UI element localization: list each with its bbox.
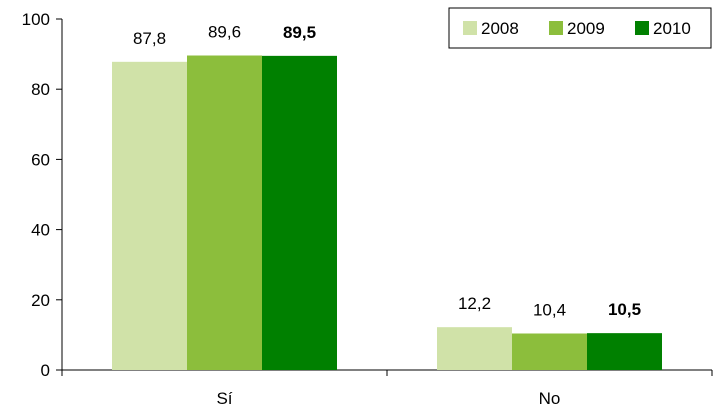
legend-swatch xyxy=(549,21,563,35)
x-category-label: Sí xyxy=(216,389,232,408)
x-category-label: No xyxy=(539,389,561,408)
bar-2008-no xyxy=(437,327,512,370)
data-label: 89,6 xyxy=(208,23,241,42)
data-labels: 87,8 89,6 89,5 12,2 10,4 10,5 xyxy=(133,23,641,320)
bar-2009-si xyxy=(187,55,262,371)
y-tick-label: 100 xyxy=(22,10,50,29)
y-tick-label: 40 xyxy=(31,221,50,240)
y-tick-label: 0 xyxy=(41,361,50,380)
bar-2008-si xyxy=(112,61,187,371)
bar-2010-si xyxy=(262,55,337,370)
bar-2010-no xyxy=(587,333,662,370)
legend-label: 2010 xyxy=(653,19,691,38)
legend: 2008 2009 2010 xyxy=(448,7,712,49)
legend-label: 2009 xyxy=(567,19,605,38)
y-tick-label: 20 xyxy=(31,291,50,310)
legend-swatch xyxy=(635,21,649,35)
data-label: 89,5 xyxy=(283,23,316,42)
legend-swatch xyxy=(463,21,477,35)
data-label: 10,4 xyxy=(533,300,566,319)
bars xyxy=(112,55,662,371)
y-axis: 0 20 40 60 80 100 xyxy=(22,10,63,380)
y-tick-label: 80 xyxy=(31,80,50,99)
data-label: 10,5 xyxy=(608,300,641,319)
legend-box xyxy=(448,7,712,49)
y-tick-label: 60 xyxy=(31,150,50,169)
bar-2009-no xyxy=(512,333,587,370)
data-label: 12,2 xyxy=(458,294,491,313)
data-label: 87,8 xyxy=(133,29,166,48)
legend-label: 2008 xyxy=(481,19,519,38)
x-axis: Sí No xyxy=(61,369,713,408)
